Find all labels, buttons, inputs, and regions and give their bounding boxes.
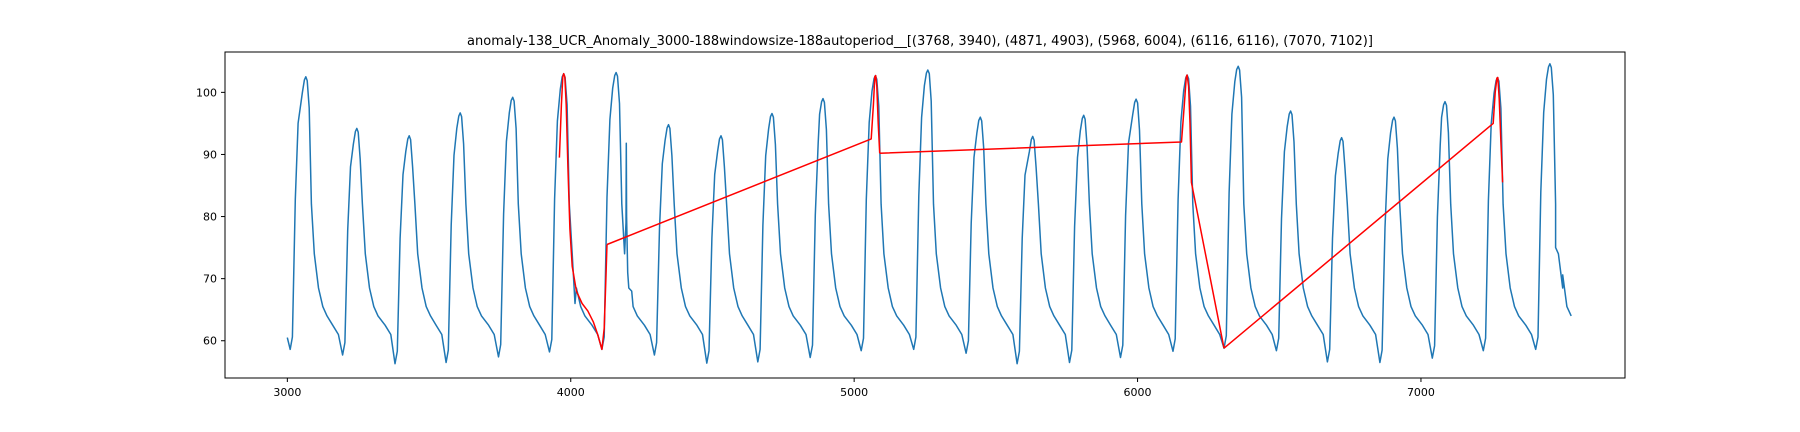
x-tick-label: 5000 — [840, 386, 868, 399]
y-tick-label: 90 — [203, 148, 217, 161]
x-tick-label: 6000 — [1124, 386, 1152, 399]
y-tick-label: 100 — [196, 86, 217, 99]
anomaly-segment-2 — [606, 74, 881, 246]
x-tick-label: 7000 — [1407, 386, 1435, 399]
anomaly-segment-1 — [558, 72, 608, 351]
chart-title: anomaly-138_UCR_Anomaly_3000-188windowsi… — [467, 34, 1373, 49]
plot-frame — [224, 51, 1626, 379]
anomaly-segment-4 — [1223, 76, 1504, 349]
anomaly-segment-3 — [879, 74, 1225, 349]
y-tick-label: 70 — [203, 273, 217, 286]
y-tick-label: 80 — [203, 211, 217, 224]
x-tick-label: 3000 — [273, 386, 301, 399]
signal-series-line — [286, 63, 1572, 365]
plot-area — [286, 63, 1572, 365]
x-tick-label: 4000 — [557, 386, 585, 399]
y-tick-label: 60 — [203, 335, 217, 348]
axes: 3000 4000 5000 6000 7000 60 70 80 90 100 — [196, 86, 1435, 399]
